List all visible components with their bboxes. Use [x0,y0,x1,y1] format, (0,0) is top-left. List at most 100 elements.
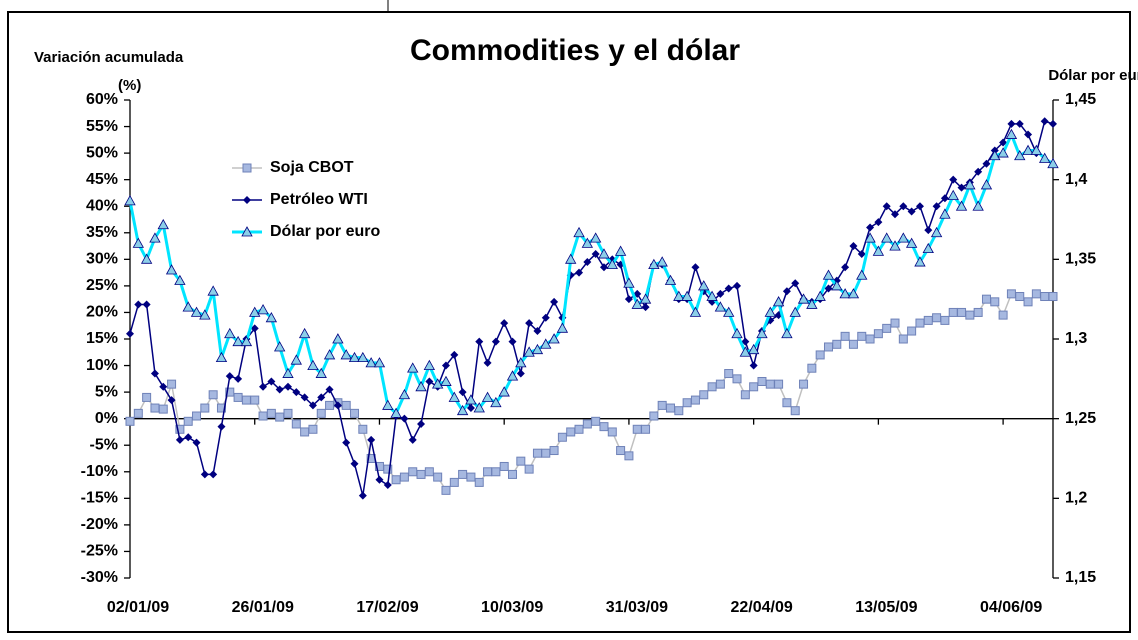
data-point [915,202,924,211]
data-point [234,374,243,383]
data-point [417,419,426,428]
data-point [283,408,293,418]
data-point [774,379,784,389]
data-point [375,475,384,484]
data-point [957,307,967,317]
data-point [182,301,194,312]
data-point [175,435,184,444]
data-point [905,237,918,248]
data-point [690,395,700,405]
data-point [641,303,650,312]
legend-label: Dólar por euro [270,223,380,240]
data-point [614,245,627,256]
data-point [292,388,301,397]
data-point [657,400,667,410]
data-point [949,175,958,184]
y-tick-label: 30% [86,251,118,268]
data-point [972,200,984,211]
y-axis-unit: (%) [118,77,141,94]
y-tick-label: 5% [95,383,118,400]
data-point [541,448,551,458]
data-point [456,404,469,416]
data-point [266,408,276,418]
data-point [947,189,959,200]
data-point [132,237,144,248]
data-point [315,367,327,378]
data-point [298,327,311,339]
data-point [192,438,201,447]
data-point [525,319,534,328]
data-point [440,375,452,386]
data-point [989,149,1001,161]
y2-tick-label: 1,45 [1065,91,1096,108]
data-point [382,399,394,410]
data-point [589,232,602,243]
data-point [1040,117,1049,126]
data-point [990,297,1000,307]
data-point [764,306,776,317]
data-point [914,256,926,267]
data-point [556,322,569,333]
data-point [241,395,251,405]
data-point [632,424,642,434]
data-point [225,387,235,397]
data-point [541,313,550,322]
y2-tick-label: 1,25 [1065,410,1096,427]
data-point [450,350,459,359]
y-tick-label: -20% [81,516,118,533]
data-point [500,319,509,328]
data-point [781,327,793,339]
data-point [433,472,443,482]
data-point [150,403,160,413]
data-point [209,470,218,479]
x-tick-label: 02/01/09 [107,599,169,616]
data-point [423,359,436,371]
data-point [399,472,409,482]
data-point [174,274,186,285]
data-point [184,433,193,442]
data-point [506,370,519,381]
data-point [757,376,767,386]
data-point [957,183,966,192]
y-tick-label: 25% [86,277,118,294]
data-point [267,377,276,386]
data-point [839,288,851,299]
data-point [623,277,635,288]
data-point [300,427,310,437]
data-point [499,461,509,471]
data-point [1015,119,1024,128]
y-tick-label: 15% [86,330,118,347]
data-point [673,290,685,301]
data-point [408,467,418,477]
data-point [874,218,883,227]
data-point [350,408,360,418]
data-point [332,333,344,344]
data-point [649,411,659,421]
data-point [1031,289,1041,299]
y-tick-label: 0% [95,410,118,427]
data-point [765,379,775,389]
data-point [1049,119,1057,128]
data-point [557,432,567,442]
data-point [373,357,386,368]
y-tick-label: 10% [86,357,118,374]
data-point [731,327,743,339]
y-tick-label: -30% [81,569,118,586]
data-point [714,301,727,312]
data-point [1030,144,1043,155]
data-point [1024,130,1033,139]
data-point [749,361,758,370]
data-point [747,343,760,355]
data-point [175,424,185,434]
data-point [932,202,941,211]
data-point [715,379,725,389]
y-tick-label: -25% [81,543,118,560]
data-point [475,337,484,346]
data-point [923,315,933,325]
data-point [126,329,134,338]
data-point [739,346,752,357]
y-tick-label: -15% [81,490,118,507]
data-point [872,245,885,256]
data-point [416,469,426,479]
data-point [815,350,825,360]
